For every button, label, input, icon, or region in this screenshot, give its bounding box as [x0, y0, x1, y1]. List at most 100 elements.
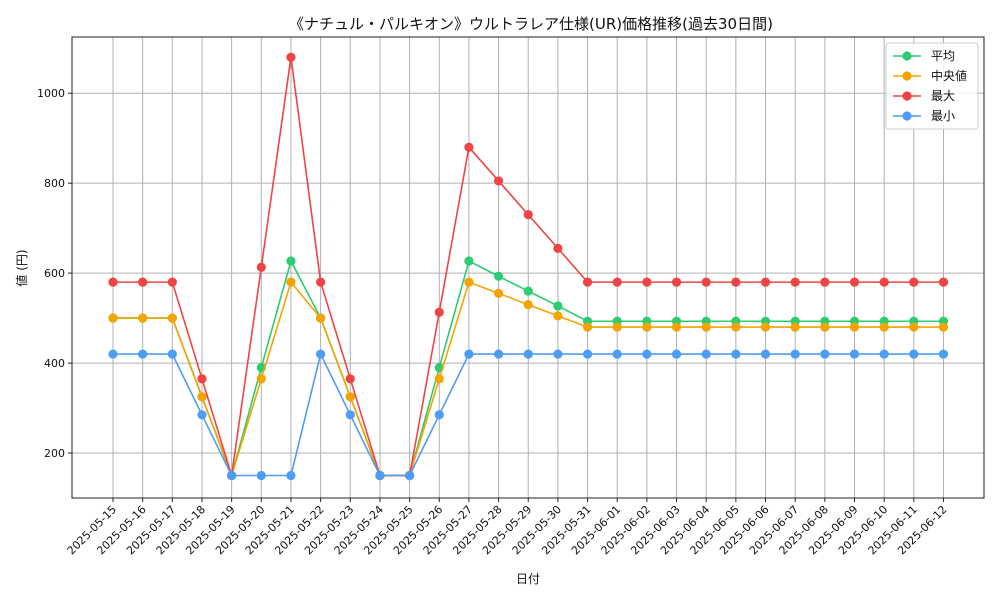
data-point [582, 277, 593, 287]
data-point [760, 277, 771, 287]
data-point [642, 277, 652, 287]
data-point [849, 349, 860, 359]
data-point [316, 313, 326, 323]
data-point [316, 349, 326, 359]
data-point [167, 277, 177, 287]
data-point [286, 277, 296, 287]
data-point [464, 349, 474, 359]
data-point [286, 470, 296, 481]
data-point [375, 470, 385, 481]
data-point [464, 256, 474, 266]
chart-title: 《ナチュル・パルキオン》ウルトラレア仕様(UR)価格推移(過去30日間) [289, 15, 773, 33]
data-point [493, 349, 504, 359]
legend-label: 最小 [931, 109, 955, 123]
data-point [138, 277, 148, 287]
data-point [790, 349, 800, 359]
data-point [167, 349, 177, 359]
data-point [701, 277, 711, 287]
legend-swatch-marker [902, 111, 912, 121]
data-point [671, 322, 682, 332]
data-point [405, 470, 415, 481]
y-tick-label: 600 [44, 267, 65, 280]
data-point [582, 349, 593, 359]
data-point [642, 322, 652, 332]
legend-swatch-marker [902, 71, 912, 81]
data-point [197, 410, 207, 420]
data-point [849, 277, 860, 287]
data-point [909, 277, 919, 287]
data-point [523, 349, 533, 359]
data-point [108, 349, 118, 359]
data-point [523, 300, 533, 310]
data-point [701, 349, 711, 359]
data-point [879, 277, 889, 287]
data-point [671, 349, 682, 359]
data-point [612, 322, 622, 332]
data-point [938, 322, 949, 332]
data-point [553, 349, 563, 359]
data-point [493, 271, 504, 281]
data-point [286, 256, 296, 266]
data-point [820, 322, 830, 332]
legend-box [885, 42, 979, 130]
data-point [523, 286, 533, 296]
data-point [464, 142, 474, 152]
data-point [938, 349, 949, 359]
data-point [820, 349, 830, 359]
data-point [879, 349, 889, 359]
data-point [108, 313, 118, 323]
data-point [731, 349, 741, 359]
legend-item: 最小 [893, 109, 955, 123]
legend-label: 中央値 [931, 68, 967, 83]
legend-item: 平均 [893, 49, 955, 63]
y-axis-ticks: 200 400 600 800 1000 [37, 87, 72, 460]
data-point [879, 322, 889, 332]
legend-item: 中央値 [893, 68, 967, 83]
data-point [523, 210, 533, 220]
series-3 [108, 349, 949, 481]
data-point [227, 470, 237, 481]
data-point [849, 322, 860, 332]
data-point [256, 374, 266, 384]
y-tick-label: 1000 [37, 87, 65, 100]
data-point [938, 277, 949, 287]
data-point [671, 277, 682, 287]
data-point [760, 349, 771, 359]
data-point [820, 277, 830, 287]
series-1 [108, 277, 949, 481]
data-point [434, 410, 444, 420]
legend-item: 最大 [893, 89, 955, 103]
data-point [138, 349, 148, 359]
data-point [286, 52, 296, 62]
x-axis-label: 日付 [516, 572, 540, 586]
y-tick-label: 800 [44, 177, 65, 190]
data-point [760, 322, 771, 332]
data-point [464, 277, 474, 287]
data-point [256, 470, 266, 481]
y-tick-label: 200 [44, 447, 65, 460]
data-point [553, 311, 563, 321]
data-point [731, 277, 741, 287]
data-point [553, 243, 563, 253]
data-point [434, 374, 444, 384]
data-point [256, 262, 266, 272]
data-point [345, 374, 355, 384]
legend-swatch-marker [902, 91, 912, 101]
data-point [612, 277, 622, 287]
data-point [790, 322, 800, 332]
data-point [790, 277, 800, 287]
data-point [731, 322, 741, 332]
data-point [108, 277, 118, 287]
x-axis-ticks: 2025-05-152025-05-162025-05-172025-05-18… [65, 498, 950, 557]
y-tick-label: 400 [44, 357, 65, 370]
data-point [197, 374, 207, 384]
data-point [493, 288, 504, 298]
data-point [434, 307, 444, 317]
series-layer [108, 52, 949, 481]
legend-label: 平均 [931, 49, 955, 63]
legend-swatch-marker [902, 51, 912, 61]
data-point [553, 301, 563, 311]
data-point [612, 349, 622, 359]
